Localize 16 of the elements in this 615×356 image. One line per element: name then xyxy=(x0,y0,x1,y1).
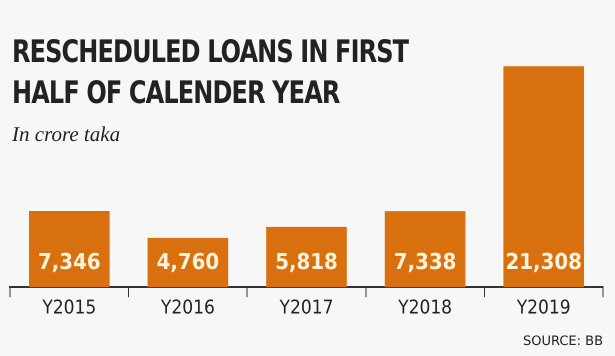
bar xyxy=(384,211,466,288)
source-note: SOURCE: BB xyxy=(522,334,603,349)
data-label: 5,818 xyxy=(275,250,338,275)
data-label: 4,760 xyxy=(156,250,220,275)
bar xyxy=(28,211,110,288)
x-tick-label: Y2018 xyxy=(397,296,452,319)
bar xyxy=(503,66,584,288)
x-tick-label: Y2019 xyxy=(516,296,571,319)
x-tick-label: Y2015 xyxy=(41,296,96,319)
chart-title: RESCHEDULED LOANS IN FIRST HALF OF CALENDER YEAR xyxy=(12,33,410,113)
data-label: 7,346 xyxy=(38,250,101,275)
data-label: 7,338 xyxy=(394,250,456,275)
text: In crore taka xyxy=(12,122,120,147)
data-label: 21,308 xyxy=(506,250,582,275)
x-tick-label: Y2017 xyxy=(278,296,334,319)
x-tick-label: Y2016 xyxy=(160,296,215,319)
